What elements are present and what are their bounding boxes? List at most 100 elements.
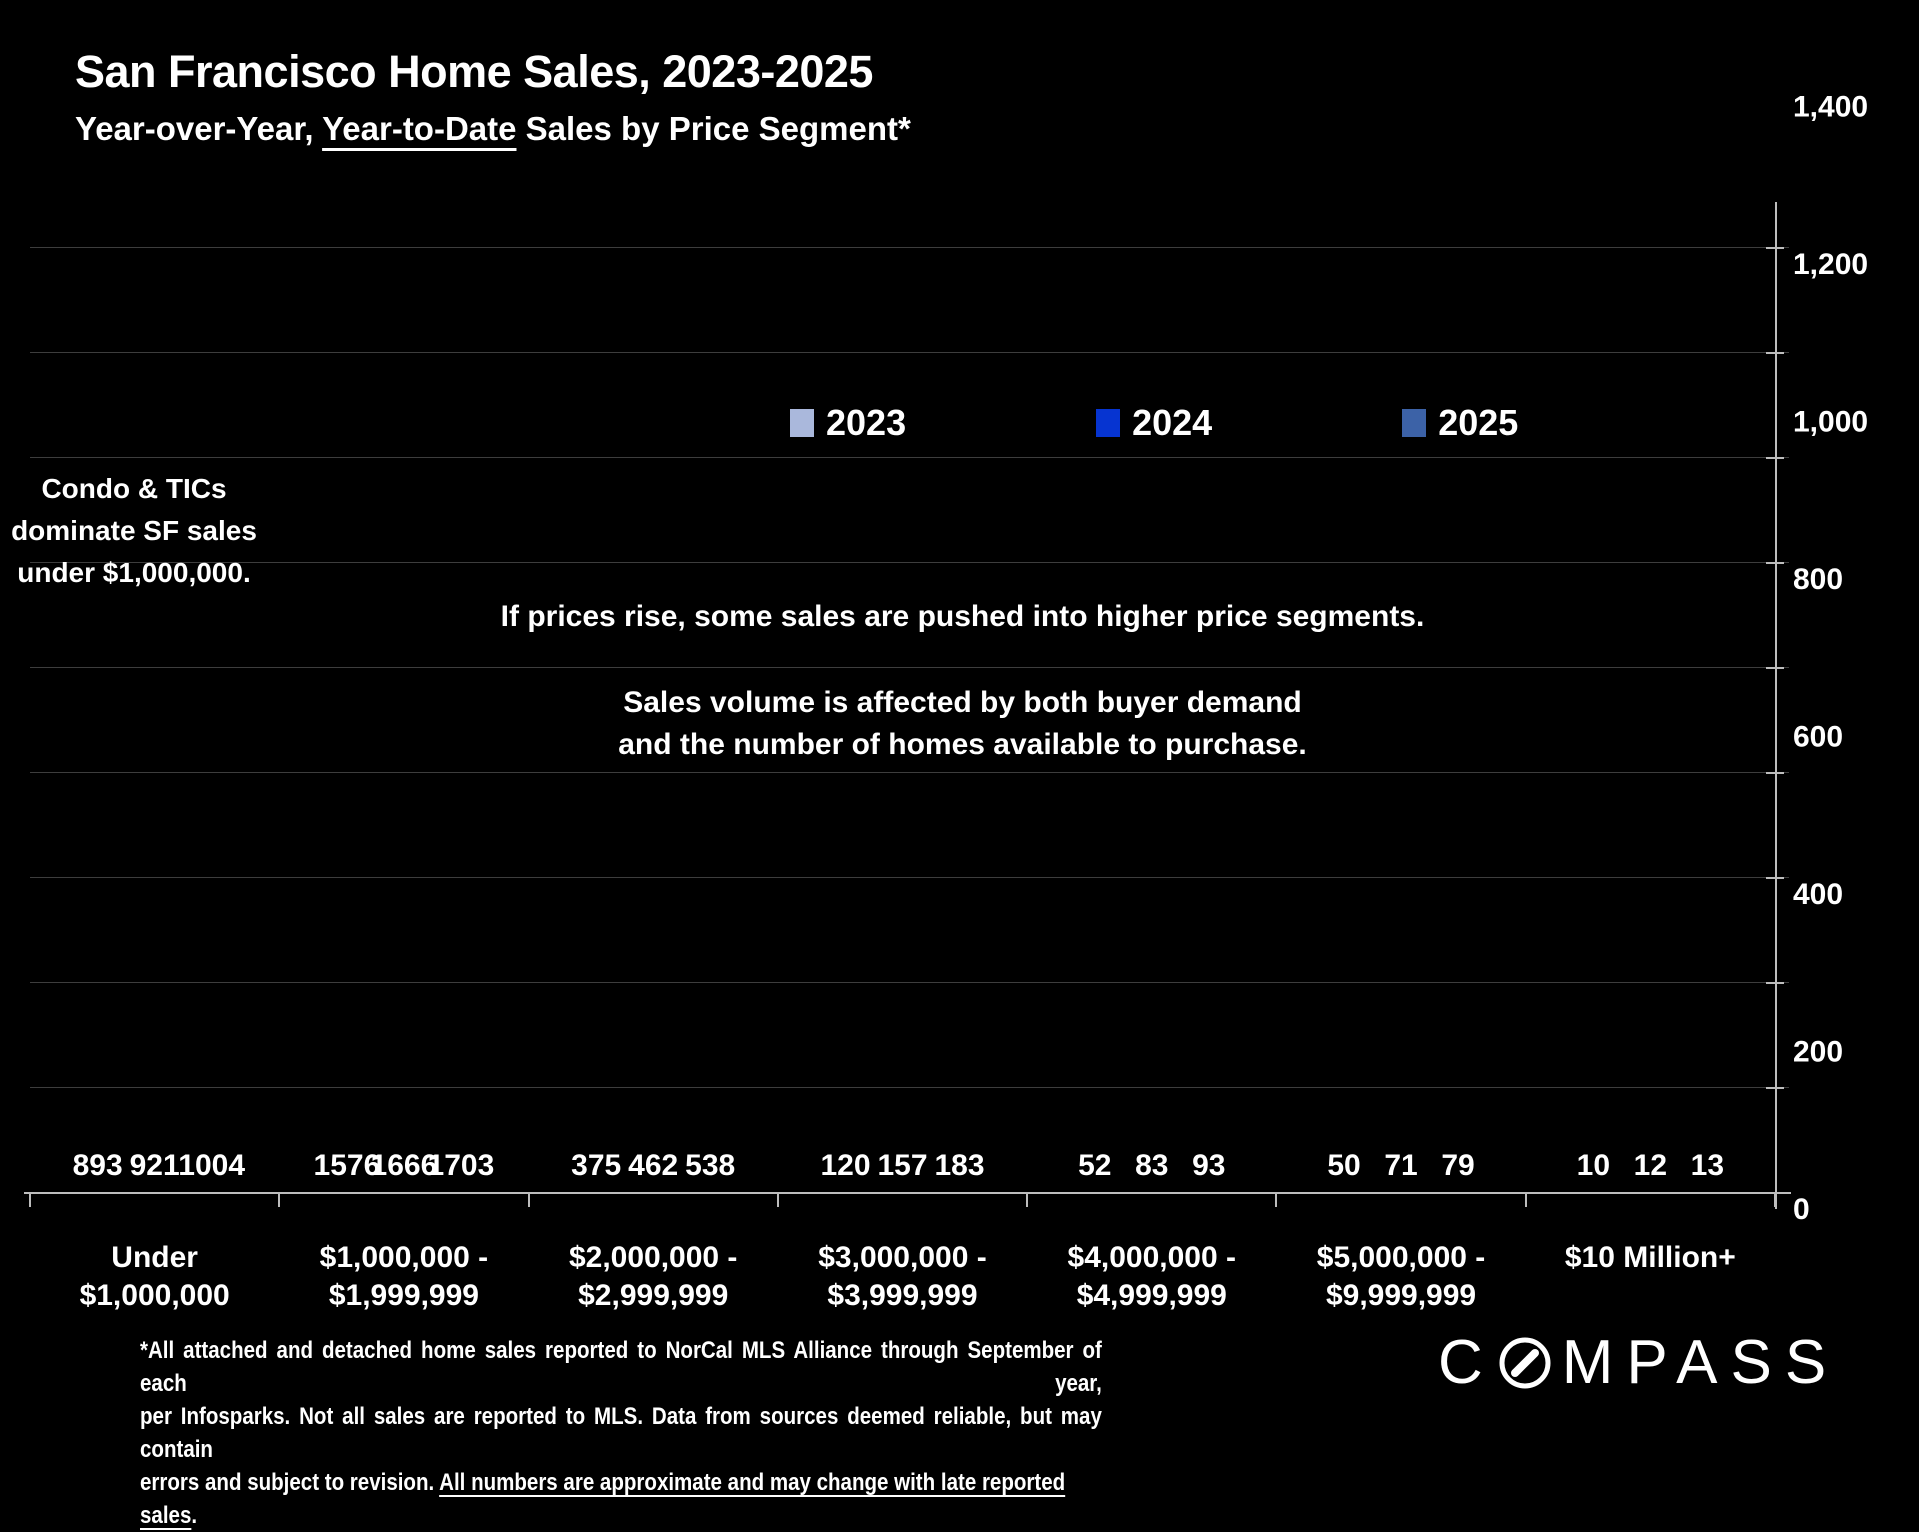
y-axis-label: 800 xyxy=(1793,563,1844,596)
annotation-line: Sales volume is affected by both buyer d… xyxy=(623,686,1302,719)
logo-letter-c: C xyxy=(1438,1328,1496,1397)
category-label-line: $2,999,999 xyxy=(578,1279,729,1312)
y-axis-tick xyxy=(1766,772,1784,775)
bar-group-5: 52 83 93 $4,000,000 - $4,999,999 xyxy=(1027,248,1276,1312)
legend-label-2024: 2024 xyxy=(1132,402,1213,443)
bar-group-4: 120 157 183 $3,000,000 - $3,999,999 xyxy=(778,248,1027,1312)
annotation-condo-tics: Condo & TICs dominate SF sales under $1,00… xyxy=(6,468,262,594)
y-axis-label: 200 xyxy=(1793,1035,1844,1069)
legend-swatch-2025 xyxy=(1402,409,1427,437)
category-label: $4,000,000 - $4,999,999 xyxy=(1017,1239,1286,1315)
y-axis-label: 1,400 xyxy=(1793,90,1869,124)
y-axis-label: 400 xyxy=(1793,878,1844,911)
footnote-line: per Infosparks. Not all sales are report… xyxy=(140,1403,1102,1463)
bar-value-label: 893 xyxy=(72,1149,123,1182)
gridline-200 xyxy=(30,1087,1789,1088)
bar-value-label: 79 xyxy=(1441,1149,1475,1182)
bar-group-1: 893 921 1004 Under $1,000,000 xyxy=(30,248,279,1312)
bar-groups: 893 921 1004 Under $1,000,000 1576 1666 1703 $1,… xyxy=(30,248,1775,1312)
page-title: San Francisco Home Sales, 2023-2025 xyxy=(75,46,873,97)
bar-value-label: 13 xyxy=(1690,1149,1725,1182)
gridline-1000 xyxy=(30,667,1789,668)
x-axis-line xyxy=(24,1192,1791,1194)
legend-item-2025: 2025 xyxy=(1402,402,1518,444)
bar-value-label: 1576 xyxy=(313,1149,381,1182)
subtitle-underlined: Year-to-Date xyxy=(322,110,517,147)
category-label-line: $5,000,000 - xyxy=(1316,1241,1486,1274)
annotation-prices-rise: If prices rise, some sales are pushed in… xyxy=(500,600,1425,633)
y-axis-label: 600 xyxy=(1793,720,1844,754)
annotation-line: dominate SF sales xyxy=(11,515,257,546)
category-label-line: $4,000,000 - xyxy=(1067,1241,1236,1274)
category-label: $1,000,000 - $1,999,999 xyxy=(269,1239,538,1315)
x-axis-tick xyxy=(527,1193,530,1207)
bar-group-6: 50 71 79 $5,000,000 - $9,999,999 xyxy=(1276,248,1525,1312)
x-axis-tick xyxy=(1026,1193,1029,1207)
annotation-sales-volume: Sales volume is affected by both buyer d… xyxy=(420,682,1505,766)
category-label-line: $1,000,000 xyxy=(79,1279,230,1312)
subtitle-prefix: Year-over-Year, xyxy=(75,110,323,147)
bar-value-label: 462 xyxy=(628,1149,679,1182)
category-label: $3,000,000 - $3,999,999 xyxy=(768,1239,1037,1315)
bar-value-label: 1666 xyxy=(370,1149,438,1182)
footnote: *All attached and detached home sales re… xyxy=(140,1334,1102,1532)
x-axis-tick xyxy=(29,1193,31,1207)
category-label: $10 Million+ xyxy=(1516,1239,1785,1277)
annotation-line: under $1,000,000. xyxy=(17,557,251,588)
bar-value-label: 52 xyxy=(1078,1149,1112,1182)
subtitle-suffix: Sales by Price Segment* xyxy=(516,110,911,147)
y-axis-line xyxy=(1775,202,1777,1209)
category-label-line: $1,999,999 xyxy=(328,1279,479,1312)
legend-label-2023: 2023 xyxy=(826,402,907,443)
annotation-line: and the number of homes available to pur… xyxy=(618,728,1307,761)
legend-swatch-2023 xyxy=(790,409,814,437)
gridline-600 xyxy=(30,877,1789,879)
bar-group-3: 375 462 538 $2,000,000 - $2,999,999 xyxy=(529,248,778,1312)
y-axis-label: 1,200 xyxy=(1793,248,1869,281)
bar-value-label: 12 xyxy=(1633,1149,1668,1182)
gridline-1400 xyxy=(30,457,1789,458)
page-subtitle: Year-over-Year, Year-to-Date Sales by Pr… xyxy=(75,110,911,148)
bar-value-label: 120 xyxy=(820,1149,871,1182)
bar-value-label: 1004 xyxy=(178,1149,246,1182)
compass-circle-slash-icon xyxy=(1499,1337,1551,1389)
bar-value-label: 538 xyxy=(685,1149,736,1182)
annotation-line: Condo & TICs xyxy=(41,473,227,504)
category-label-line: $1,000,000 - xyxy=(319,1241,489,1274)
compass-logo: C MPASS xyxy=(1438,1332,1839,1394)
category-label-line: $2,000,000 - xyxy=(568,1241,738,1274)
x-axis-tick xyxy=(776,1193,779,1207)
category-label-line: $9,999,999 xyxy=(1325,1279,1477,1312)
gridline-1600 xyxy=(30,352,1789,353)
bar-value-label: 71 xyxy=(1384,1149,1418,1182)
category-label-line: $3,999,999 xyxy=(827,1279,978,1312)
bar-value-label: 375 xyxy=(571,1149,622,1182)
legend-item-2023: 2023 xyxy=(790,402,906,444)
category-label-line: $10 Million+ xyxy=(1564,1241,1736,1274)
bar-value-label: 1703 xyxy=(427,1149,495,1182)
category-label: $5,000,000 - $9,999,999 xyxy=(1266,1239,1535,1315)
bar-value-label: 183 xyxy=(934,1149,985,1182)
footnote-line: errors and subject to revision. All numb… xyxy=(140,1466,1102,1532)
bar-group-2: 1576 1666 1703 $1,000,000 - $1,999,999 xyxy=(279,248,528,1312)
gridline-1200 xyxy=(30,562,1789,564)
category-label: Under $1,000,000 xyxy=(20,1239,289,1315)
y-axis-tick xyxy=(1766,247,1784,249)
footnote-text: errors and subject to revision. xyxy=(140,1469,440,1496)
y-axis-tick xyxy=(1766,457,1784,459)
x-axis-tick xyxy=(1524,1193,1527,1207)
bar-value-label: 10 xyxy=(1576,1149,1611,1182)
legend-label-2025: 2025 xyxy=(1438,402,1519,443)
gridline-800 xyxy=(30,772,1789,773)
y-axis-tick xyxy=(1766,877,1784,880)
legend-swatch-2024 xyxy=(1096,409,1121,437)
y-axis-tick xyxy=(1766,982,1784,985)
y-axis-label: 1,000 xyxy=(1793,405,1869,439)
bar-value-label: 83 xyxy=(1135,1149,1169,1182)
category-label-line: Under xyxy=(111,1241,198,1274)
y-axis-tick xyxy=(1766,667,1784,669)
bar-value-label: 93 xyxy=(1192,1149,1226,1182)
gridline-1800 xyxy=(30,247,1789,248)
bar-value-label: 157 xyxy=(877,1149,928,1182)
y-axis-tick xyxy=(1766,562,1784,565)
